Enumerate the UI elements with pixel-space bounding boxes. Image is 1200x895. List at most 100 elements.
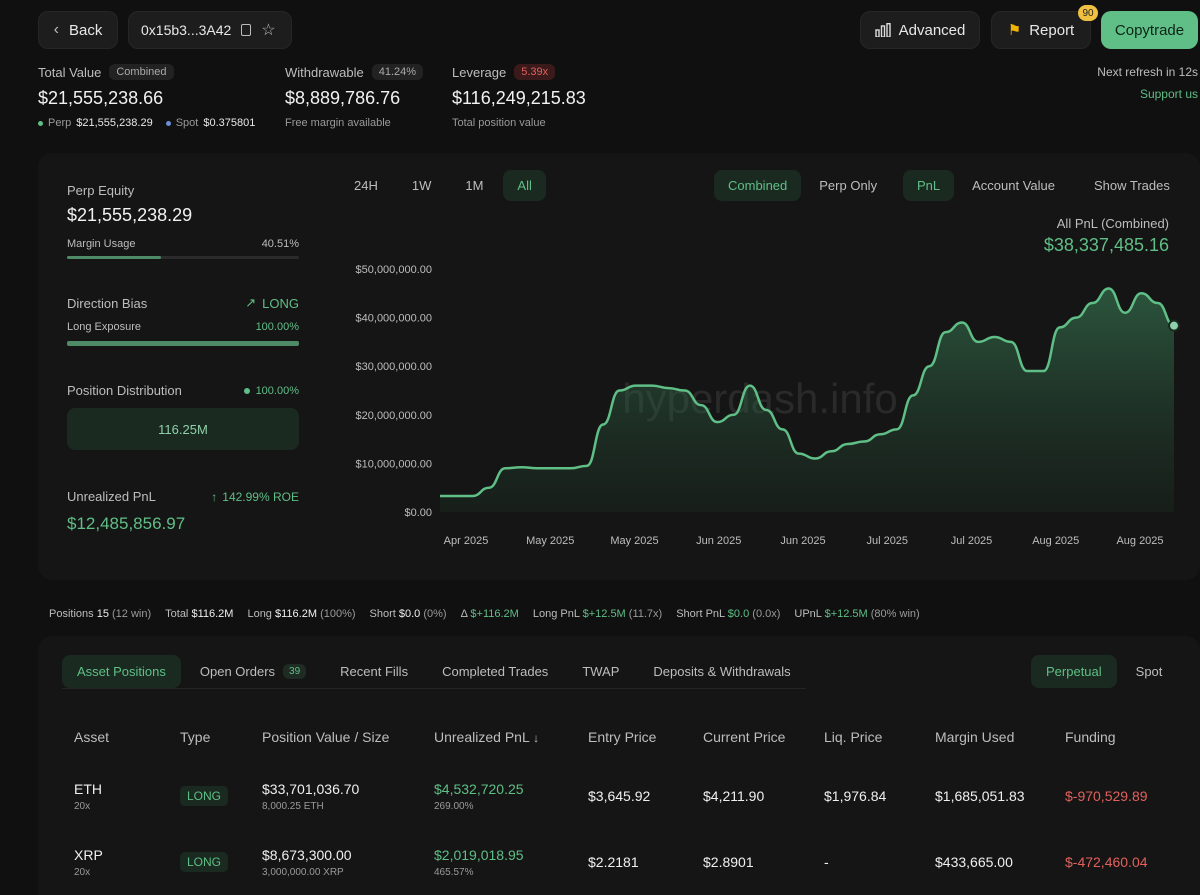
range-1m[interactable]: 1M bbox=[465, 178, 484, 193]
margin-usage-bar bbox=[67, 256, 299, 259]
back-button[interactable]: ‹ Back bbox=[38, 11, 118, 49]
total-value-label: Total Value bbox=[38, 64, 102, 80]
combined-chip: Combined bbox=[109, 64, 174, 80]
mode-perp-only[interactable]: Perp Only bbox=[819, 178, 878, 193]
position-value: $33,701,036.70 bbox=[262, 780, 360, 797]
upnl-sum-label: UPnL bbox=[794, 608, 822, 620]
y-tick-label: $10,000,000.00 bbox=[356, 458, 432, 470]
tab-completed-trades[interactable]: Completed Trades bbox=[427, 655, 563, 688]
copytrade-button[interactable]: Copytrade bbox=[1101, 11, 1198, 49]
advanced-button[interactable]: Advanced bbox=[860, 11, 980, 49]
copy-icon[interactable] bbox=[241, 24, 252, 36]
long-exposure-value: 100.00% bbox=[255, 321, 299, 333]
range-1w[interactable]: 1W bbox=[411, 178, 432, 193]
sort-down-icon: ↓ bbox=[533, 731, 540, 745]
withdrawable-label: Withdrawable bbox=[285, 64, 364, 80]
refresh-timer: Next refresh in 12s bbox=[1097, 65, 1198, 79]
tab-twap[interactable]: TWAP bbox=[567, 655, 634, 688]
col-funding[interactable]: Funding bbox=[1065, 729, 1116, 745]
report-button[interactable]: ⚑ Report bbox=[991, 11, 1091, 49]
tab-recent-fills[interactable]: Recent Fills bbox=[325, 655, 423, 688]
current-price: $2.8901 bbox=[703, 854, 754, 870]
entry-price: $2.2181 bbox=[588, 854, 639, 870]
positions-tabs: Asset Positions Open Orders 39 Recent Fil… bbox=[62, 655, 806, 689]
x-tick-label: Aug 2025 bbox=[1032, 535, 1079, 547]
perp-dot bbox=[38, 120, 43, 126]
positions-panel bbox=[38, 636, 1200, 895]
y-tick-label: $40,000,000.00 bbox=[356, 313, 432, 325]
long-pct: (100%) bbox=[320, 608, 356, 620]
delta-label: Δ bbox=[460, 608, 468, 620]
range-all[interactable]: All bbox=[503, 170, 546, 201]
market-spot[interactable]: Spot bbox=[1135, 664, 1163, 679]
positions-count: 15 bbox=[96, 608, 109, 620]
position-dist-bar-label: 116.25M bbox=[158, 421, 208, 437]
upnl-cell: $4,532,720.25 bbox=[434, 780, 524, 797]
col-type[interactable]: Type bbox=[180, 729, 211, 745]
y-tick-label: $0.00 bbox=[404, 507, 432, 519]
withdrawable-sub: Free margin available bbox=[285, 117, 391, 129]
table-row[interactable]: XRP 20x LONG $8,673,300.00 3,000,000.00 XR… bbox=[74, 836, 1184, 888]
range-selector: 24H 1W 1M All bbox=[340, 170, 546, 201]
margin-usage-value: 40.51% bbox=[261, 238, 299, 250]
direction-bias-label: Direction Bias bbox=[67, 295, 148, 311]
current-price: $4,211.90 bbox=[703, 788, 765, 804]
leverage-label: Leverage bbox=[452, 64, 507, 80]
long-exposure-bar bbox=[67, 341, 299, 346]
position-size: 3,000,000.00 XRP bbox=[262, 866, 344, 878]
col-asset[interactable]: Asset bbox=[74, 729, 110, 745]
address-box: 0x15b3...3A42 ☆ bbox=[128, 11, 292, 49]
perp-equity-value: $21,555,238.29 bbox=[67, 205, 193, 225]
star-icon[interactable]: ☆ bbox=[261, 22, 276, 39]
col-current-price[interactable]: Current Price bbox=[703, 729, 786, 745]
tab-open-orders[interactable]: Open Orders 39 bbox=[185, 655, 321, 688]
short-pnl-value: $0.0 bbox=[727, 608, 750, 620]
positions-summary: Positions 15 (12 win) Total $116.2M Long… bbox=[49, 608, 920, 620]
total-value-sum: $116.2M bbox=[191, 608, 234, 620]
tab-deposits-withdrawals[interactable]: Deposits & Withdrawals bbox=[638, 655, 805, 688]
col-liq-price[interactable]: Liq. Price bbox=[824, 729, 883, 745]
withdrawable-value: $8,889,786.76 bbox=[285, 88, 401, 108]
funding: $-472,460.04 bbox=[1065, 854, 1148, 870]
support-link[interactable]: Support us bbox=[1139, 87, 1198, 101]
upnl-sum-value: $+12.5M bbox=[824, 608, 868, 620]
tab-label: Open Orders bbox=[199, 664, 276, 679]
liq-price: $1,976.84 bbox=[824, 788, 887, 804]
type-badge: LONG bbox=[180, 786, 229, 806]
tab-label: Recent Fills bbox=[340, 664, 409, 679]
x-tick-label: Jul 2025 bbox=[951, 535, 993, 547]
range-24h[interactable]: 24H bbox=[354, 178, 378, 193]
metric-account-value[interactable]: Account Value bbox=[972, 178, 1056, 193]
col-position-value[interactable]: Position Value / Size bbox=[262, 729, 390, 745]
pnl-chart[interactable]: hyperdash.info $50,000,000.00$40,000,000… bbox=[340, 255, 1200, 555]
mode-combined[interactable]: Combined bbox=[714, 170, 802, 201]
position-value: $8,673,300.00 bbox=[262, 846, 352, 863]
trending-up-icon: ↗ bbox=[245, 295, 257, 310]
funding: $-970,529.89 bbox=[1065, 788, 1148, 804]
wallet-address: 0x15b3...3A42 bbox=[141, 22, 232, 38]
show-trades-toggle[interactable]: Show Trades bbox=[1094, 178, 1170, 193]
x-tick-label: May 2025 bbox=[610, 535, 658, 547]
leverage-value: $116,249,215.83 bbox=[452, 88, 586, 108]
col-unrealized-pnl[interactable]: Unrealized PnL ↓ bbox=[434, 718, 588, 756]
table-row[interactable]: ETH 20x LONG $33,701,036.70 8,000.25 ETH $… bbox=[74, 756, 1184, 836]
x-tick-label: Jul 2025 bbox=[866, 535, 908, 547]
upnl-value: $12,485,856.97 bbox=[67, 514, 186, 533]
col-entry-price[interactable]: Entry Price bbox=[588, 729, 657, 745]
direction-bias-value: LONG bbox=[262, 295, 299, 311]
metric-pnl[interactable]: PnL bbox=[903, 170, 955, 201]
asset-name: ETH bbox=[74, 780, 102, 797]
tab-label: Completed Trades bbox=[442, 664, 549, 679]
tab-label: TWAP bbox=[582, 664, 620, 679]
unrealized-pnl-section: Unrealized PnL ↑ 142.99% ROE $12,485,856… bbox=[67, 489, 299, 534]
market-perpetual[interactable]: Perpetual bbox=[1031, 655, 1117, 688]
arrow-up-icon: ↑ bbox=[211, 489, 218, 504]
advanced-label: Advanced bbox=[898, 21, 966, 39]
positions-win: (12 win) bbox=[112, 608, 152, 620]
x-tick-label: Jun 2025 bbox=[780, 535, 825, 547]
asset-leverage: 20x bbox=[74, 800, 91, 812]
col-margin-used[interactable]: Margin Used bbox=[935, 729, 1015, 745]
y-tick-label: $20,000,000.00 bbox=[356, 410, 432, 422]
position-dist-bar[interactable]: 116.25M bbox=[67, 408, 299, 450]
tab-asset-positions[interactable]: Asset Positions bbox=[62, 655, 181, 688]
